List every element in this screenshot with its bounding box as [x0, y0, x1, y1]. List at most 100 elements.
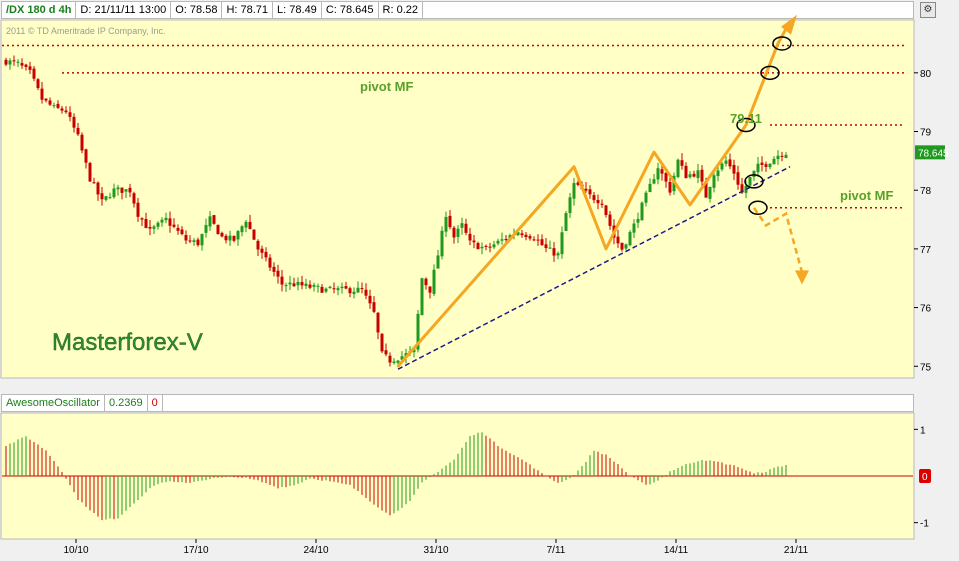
candle-body: [668, 181, 672, 193]
candle: [444, 211, 448, 238]
date-tick-label: 21/11: [784, 545, 809, 556]
candle: [496, 238, 500, 246]
candle-body: [616, 236, 620, 244]
range-readout: R: 0.22: [379, 2, 423, 18]
candle-body: [164, 217, 168, 221]
candle: [712, 172, 716, 193]
date-tick-label: 17/10: [183, 545, 208, 556]
candle-body: [760, 162, 764, 165]
candle: [560, 226, 564, 259]
candle-body: [208, 216, 212, 227]
candle-body: [540, 239, 544, 246]
candle-body: [336, 288, 340, 291]
candle: [260, 245, 264, 259]
candle: [156, 221, 160, 230]
candle-body: [584, 188, 588, 191]
candle: [16, 59, 20, 67]
indicator-header-bar: AwesomeOscillator 0.2369 0: [1, 394, 914, 412]
highlight-circle: [748, 200, 768, 216]
candle: [464, 218, 468, 236]
close-readout: C: 78.645: [322, 2, 379, 18]
candle-body: [340, 286, 344, 289]
candle-body: [600, 203, 604, 205]
candle-body: [284, 285, 288, 287]
highlight-circle: [744, 174, 764, 189]
candle: [456, 225, 460, 244]
candle: [624, 243, 628, 251]
candle-body: [708, 186, 712, 199]
candle-body: [696, 170, 700, 179]
candle: [732, 159, 736, 181]
candle-body: [112, 188, 116, 198]
candle: [28, 61, 32, 74]
candle-body: [360, 288, 364, 290]
candle: [224, 234, 228, 244]
candle: [388, 352, 392, 367]
candle: [356, 281, 360, 293]
candle: [44, 98, 48, 103]
candle-body: [676, 159, 680, 177]
candle-body: [416, 313, 420, 350]
candle: [472, 234, 476, 249]
candle-body: [736, 172, 740, 185]
candle: [84, 148, 88, 169]
candle-body: [80, 134, 84, 151]
candle: [428, 286, 432, 299]
price-tick-label: 78: [920, 186, 932, 197]
candle: [476, 241, 480, 250]
last-price-marker: [915, 145, 945, 160]
candle: [684, 162, 688, 179]
candle: [304, 278, 308, 290]
candle-body: [500, 239, 504, 241]
date-tick-label: 24/10: [303, 545, 328, 556]
candle-body: [728, 159, 732, 167]
candle: [292, 277, 296, 287]
candle: [696, 163, 700, 184]
candle: [520, 230, 524, 238]
candle-body: [384, 350, 388, 355]
indicator-name[interactable]: AwesomeOscillator: [2, 395, 105, 411]
candle-body: [260, 248, 264, 253]
candle: [120, 187, 124, 200]
candle-body: [456, 228, 460, 237]
price-tick-label: 79: [920, 128, 932, 139]
candle: [228, 230, 232, 246]
candle-body: [572, 183, 576, 199]
symbol-label[interactable]: /DX 180 d 4h: [2, 2, 77, 18]
arrow-up-icon: [781, 14, 797, 35]
candle-body: [468, 233, 472, 241]
candle-body: [680, 160, 684, 166]
candle-body: [120, 187, 124, 193]
candle: [196, 237, 200, 247]
candle-body: [288, 282, 292, 285]
candle-body: [192, 240, 196, 243]
candle-body: [328, 286, 332, 289]
candle-body: [748, 177, 752, 186]
candle: [596, 194, 600, 210]
candle: [768, 163, 772, 170]
candle-body: [432, 269, 436, 294]
candle-body: [704, 181, 708, 198]
candle-body: [640, 202, 644, 221]
candle-body: [480, 246, 484, 249]
candle: [448, 210, 452, 230]
projection-dashed-line: [752, 207, 804, 273]
candle-body: [88, 162, 92, 182]
candle: [616, 229, 620, 248]
candle: [20, 58, 24, 69]
candle: [772, 156, 776, 165]
indicator-extra: 0: [148, 395, 163, 411]
candle: [68, 106, 72, 122]
candle-body: [152, 226, 156, 229]
candle: [668, 177, 672, 196]
candle-body: [324, 288, 328, 292]
candle: [784, 152, 788, 159]
candle-body: [692, 173, 696, 177]
watermark-text: Masterforex-V: [52, 329, 203, 356]
candle-body: [652, 179, 656, 184]
candle-body: [464, 223, 468, 233]
settings-icon[interactable]: ⚙: [920, 2, 936, 18]
candle-body: [272, 266, 276, 272]
candle-body: [388, 355, 392, 363]
candle-body: [108, 197, 112, 199]
